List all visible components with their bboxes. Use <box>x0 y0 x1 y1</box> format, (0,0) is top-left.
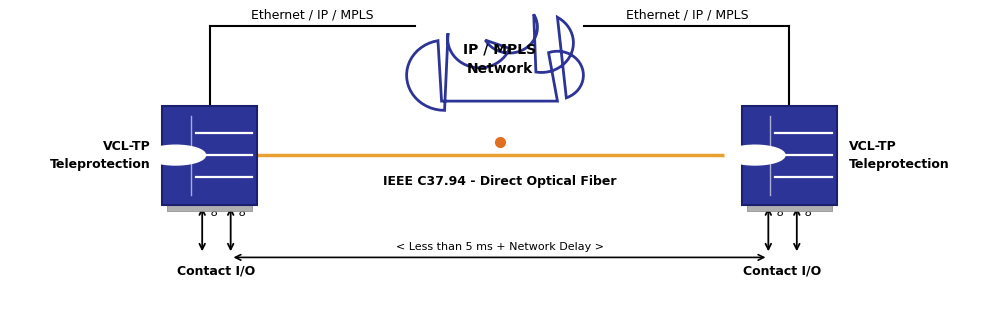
Circle shape <box>146 145 206 165</box>
Text: 8: 8 <box>210 208 218 218</box>
Text: VCL-TP
Teleprotection: VCL-TP Teleprotection <box>50 140 150 171</box>
Text: 8: 8 <box>805 208 812 218</box>
Text: < Less than 5 ms + Network Delay >: < Less than 5 ms + Network Delay > <box>396 243 603 252</box>
FancyBboxPatch shape <box>167 205 253 211</box>
Text: VCL-TP
Teleprotection: VCL-TP Teleprotection <box>849 140 949 171</box>
Text: 8: 8 <box>776 208 783 218</box>
FancyBboxPatch shape <box>741 106 837 205</box>
Text: Contact I/O: Contact I/O <box>743 264 822 277</box>
FancyBboxPatch shape <box>746 205 832 211</box>
Polygon shape <box>407 14 583 110</box>
Text: Ethernet / IP / MPLS: Ethernet / IP / MPLS <box>251 9 374 21</box>
Text: 8: 8 <box>239 208 246 218</box>
FancyBboxPatch shape <box>162 106 257 205</box>
Text: IEEE C37.94 - Direct Optical Fiber: IEEE C37.94 - Direct Optical Fiber <box>383 175 616 188</box>
Circle shape <box>725 145 785 165</box>
Text: Ethernet / IP / MPLS: Ethernet / IP / MPLS <box>625 9 748 21</box>
Text: IP / MPLS
Network: IP / MPLS Network <box>463 43 536 76</box>
Text: Contact I/O: Contact I/O <box>177 264 256 277</box>
